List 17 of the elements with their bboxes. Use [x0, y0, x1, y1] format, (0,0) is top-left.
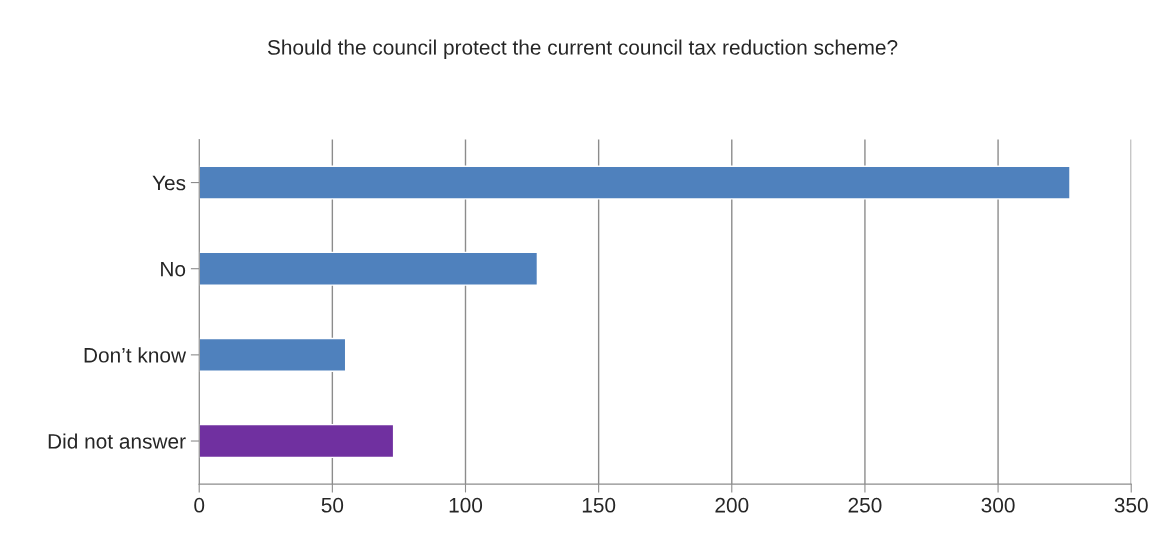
x-tick-label: 100 [449, 497, 483, 513]
x-tick-label: 150 [582, 497, 616, 513]
y-tick-label: Did not answer [48, 433, 186, 449]
x-tick-label: 300 [981, 497, 1015, 513]
y-tick-label: No [161, 261, 186, 277]
x-tick-label: 200 [715, 497, 749, 513]
bar [199, 423, 395, 459]
x-tick-label: 50 [321, 497, 344, 513]
bar [199, 165, 1071, 200]
x-tick-label: 250 [848, 497, 882, 513]
chart-title: Should the council protect the current council tax reduction scheme? [267, 39, 898, 59]
x-tick-label: 0 [194, 497, 205, 513]
x-tick-label: 350 [1114, 497, 1148, 513]
y-tick-label: Yes [152, 175, 186, 191]
bar [199, 251, 539, 286]
y-tick-label: Don’t know [84, 347, 187, 363]
bar [199, 337, 347, 372]
